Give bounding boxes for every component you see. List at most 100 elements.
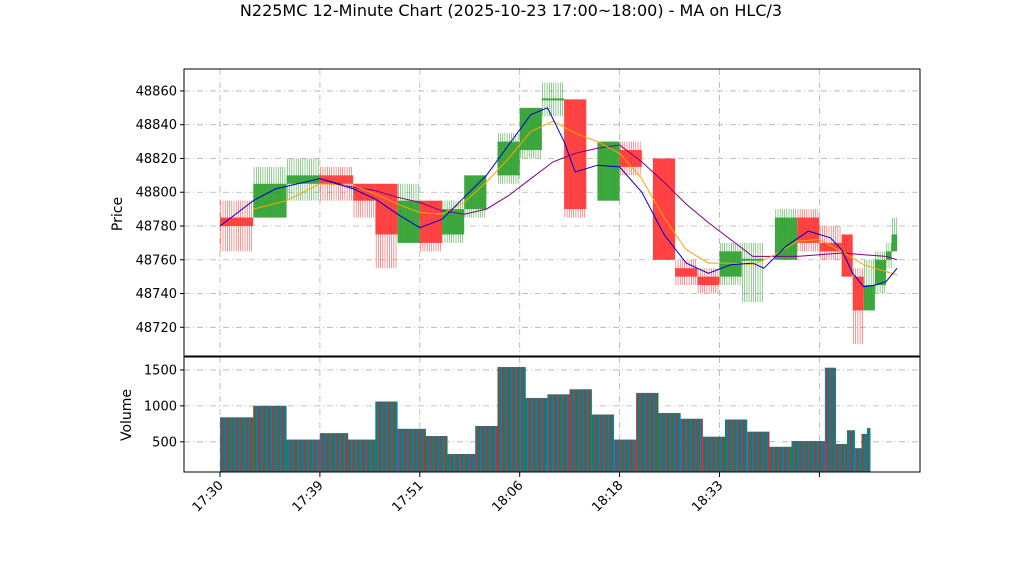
volume-bar-stripe [831, 367, 833, 472]
candle-down [419, 200, 442, 252]
volume-bar-stripe [226, 417, 228, 472]
volume-bar-stripe [701, 418, 703, 472]
volume-bar-stripe [289, 439, 291, 472]
candle-body [797, 217, 820, 243]
volume-bar-stripe [798, 441, 800, 472]
volume-bar-stripe [299, 439, 301, 472]
volume-bar-stripe [296, 439, 298, 472]
volume-bar-stripe [334, 433, 336, 472]
volume-bar-stripe [420, 428, 422, 472]
volume-bar [347, 439, 376, 472]
volume-bar-stripe [824, 367, 827, 472]
volume-bar-stripe [601, 414, 603, 472]
volume-bar-stripe [623, 439, 625, 472]
volume-bar-stripe [683, 418, 685, 472]
volume-bar-stripe [625, 439, 627, 472]
volume-bar-stripe [223, 417, 225, 472]
volume-bar-stripe [710, 436, 712, 472]
volume-bar-stripe [620, 439, 622, 472]
volume-bar-stripe [669, 413, 671, 472]
volume-bar-stripe [698, 418, 700, 472]
volume-bar-stripe [636, 392, 638, 472]
volume-bar-stripe [680, 418, 682, 472]
volume-bar-stripe [557, 394, 559, 472]
volume-bar [447, 454, 476, 472]
volume-bar-stripe [502, 367, 504, 472]
volume-bar-stripe [481, 426, 483, 472]
volume-bar-bg [861, 433, 868, 472]
volume-bar-stripe [687, 418, 689, 472]
candle-body [652, 158, 676, 260]
volume-bar-stripe [769, 446, 771, 472]
volume-bar-stripe [542, 397, 544, 472]
volume-bar-stripe [418, 428, 420, 472]
volume-bar-stripe [449, 454, 451, 472]
volume-bar-stripe [744, 419, 746, 472]
volume-bar-stripe [232, 417, 234, 472]
volume-bar-stripe [664, 413, 666, 472]
volume-bar-stripe [615, 439, 617, 472]
volume-bar [867, 428, 871, 472]
volume-bar-stripe [734, 419, 736, 472]
volume-bar-stripe [854, 448, 857, 472]
volume-bar-stripe [569, 389, 571, 472]
volume-bar-stripe [385, 401, 387, 472]
volume-bar-stripe [471, 454, 473, 472]
volume-bar-stripe [465, 454, 467, 472]
volume-bar-stripe [566, 394, 568, 472]
volume-bar-stripe [335, 433, 337, 472]
volume-bar-stripe [274, 405, 276, 472]
volume-bar-stripe [555, 394, 557, 472]
volume-bar-stripe [606, 414, 608, 472]
volume-bar-stripe [538, 397, 540, 472]
volume-bar-stripe [280, 405, 282, 472]
volume-bar-stripe [354, 439, 356, 472]
candle-body [874, 259, 886, 286]
volume-bar-stripe [381, 401, 383, 472]
volume-bar-stripe [492, 426, 494, 472]
volume-bar-stripe [345, 433, 347, 472]
volume-bar-stripe [349, 439, 351, 472]
volume-bar-stripe [315, 439, 317, 472]
candle-up [541, 82, 565, 117]
volume-bar-stripe [714, 436, 716, 472]
volume-bar-stripe [244, 417, 246, 472]
volume-bar-stripe [804, 441, 806, 472]
volume-bar-stripe [521, 367, 523, 472]
volume-bar [854, 448, 862, 472]
volume-bar-stripe [438, 436, 440, 472]
candle-body [819, 242, 842, 252]
volume-bar-stripe [741, 419, 743, 472]
volume-bar-stripe [760, 431, 762, 472]
volume-bar-stripe [234, 417, 236, 472]
volume-bar-stripe [565, 394, 567, 472]
volume-bar-stripe [360, 439, 362, 472]
volume-bar-stripe [682, 418, 684, 472]
volume-bar-stripe [856, 448, 858, 472]
x-tick-label: 18:33 [689, 478, 726, 515]
volume-bar-stripe [368, 439, 370, 472]
volume-bar-stripe [323, 433, 325, 472]
volume-bar-stripe [668, 413, 670, 472]
volume-bar-stripe [644, 392, 646, 472]
price-tick-label: 48800 [136, 186, 177, 201]
volume-bar-stripe [447, 454, 449, 472]
volume-bar-stripe [618, 439, 620, 472]
price-panel-frame [183, 68, 921, 357]
volume-bar-stripe [441, 436, 443, 472]
volume-bar-stripe [655, 392, 657, 472]
volume-bar-stripe [861, 433, 863, 472]
volume-bar-stripe [858, 448, 860, 472]
volume-bar-stripe [758, 431, 760, 472]
volume-bar-stripe [503, 367, 505, 472]
volume-bar-stripe [828, 367, 830, 472]
volume-bar [220, 417, 254, 472]
volume-bar-stripe [523, 367, 525, 472]
ma-fast-line [219, 107, 898, 288]
volume-bar-stripe [347, 439, 349, 472]
volume-bar-stripe [837, 443, 839, 472]
volume-bar-stripe [285, 405, 287, 472]
volume-bar-stripe [515, 367, 517, 472]
volume-bar [836, 443, 848, 472]
volume-bar-stripe [563, 394, 565, 472]
